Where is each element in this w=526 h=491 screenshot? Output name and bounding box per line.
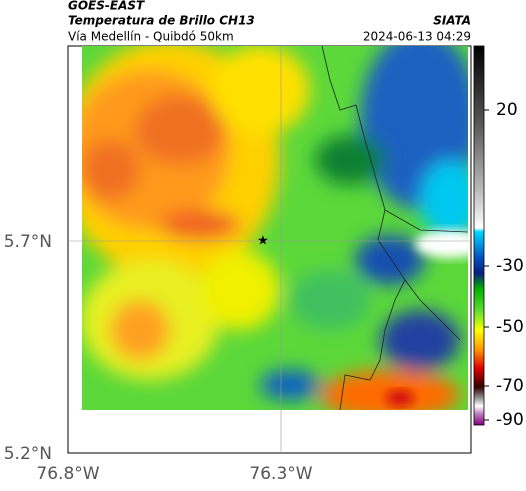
colorbar-tick-label: 20 <box>496 100 518 120</box>
colorbar-tick-label: -50 <box>496 317 524 337</box>
borders <box>321 45 469 411</box>
location-marker: ★ <box>257 234 269 249</box>
agency: SIATA <box>433 14 471 28</box>
brightness-field <box>82 46 468 410</box>
colorbar-tick-label: -90 <box>496 410 524 430</box>
satellite: GOES-EAST <box>68 0 145 13</box>
route: Vía Medellín - Quibdó 50km <box>68 30 234 44</box>
datetime: 2024-06-13 04:29 <box>363 30 471 44</box>
lat-label: 5.7°N <box>4 232 52 252</box>
lon-label: 76.8°W <box>36 464 99 484</box>
colorbar-tick-label: -70 <box>496 376 524 396</box>
product: Temperatura de Brillo CH13 <box>68 14 255 28</box>
lat-label: 5.2°N <box>4 444 52 464</box>
colorbar <box>473 45 485 426</box>
colorbar-ticks <box>484 109 489 421</box>
lon-label: 76.3°W <box>249 464 312 484</box>
colorbar-tick-label: -30 <box>496 256 524 276</box>
